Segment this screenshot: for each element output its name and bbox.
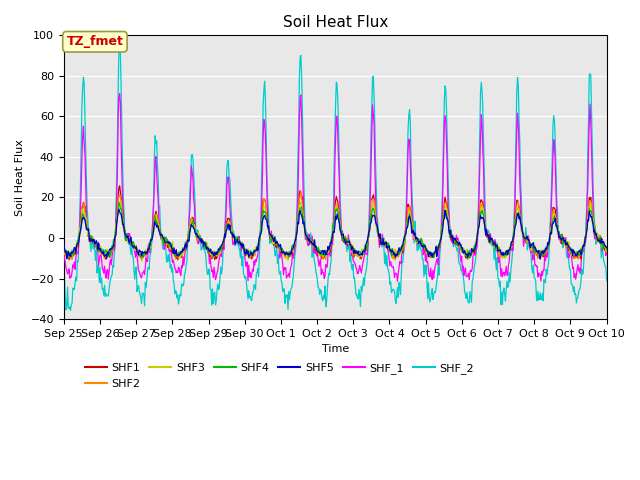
SHF5 bbox=[418, 243, 426, 249]
SHF3 bbox=[60, 252, 68, 257]
SHF_2 bbox=[67, 308, 74, 313]
SHF2 bbox=[419, 242, 426, 248]
Line: SHF3: SHF3 bbox=[64, 201, 607, 260]
SHF2 bbox=[125, 240, 133, 246]
SHF5 bbox=[210, 252, 218, 258]
SHF_2 bbox=[60, 280, 68, 286]
SHF4 bbox=[182, 240, 189, 245]
SHF2 bbox=[210, 253, 218, 259]
SHF1 bbox=[182, 240, 190, 246]
SHF_1 bbox=[182, 244, 189, 250]
SHF5 bbox=[115, 206, 123, 212]
SHF_2 bbox=[419, 256, 426, 262]
SHF_1 bbox=[126, 234, 134, 240]
SHF5 bbox=[402, 231, 410, 237]
SHF1 bbox=[60, 244, 68, 250]
SHF3 bbox=[419, 241, 426, 247]
SHF3 bbox=[209, 251, 217, 257]
SHF4 bbox=[418, 237, 426, 243]
SHF3 bbox=[403, 226, 410, 231]
SHF3 bbox=[180, 245, 188, 251]
SHF2 bbox=[70, 252, 77, 258]
Text: TZ_fmet: TZ_fmet bbox=[67, 35, 124, 48]
SHF_1 bbox=[70, 264, 77, 270]
Y-axis label: Soil Heat Flux: Soil Heat Flux bbox=[15, 139, 25, 216]
Line: SHF_1: SHF_1 bbox=[64, 94, 607, 281]
SHF_1 bbox=[210, 264, 218, 270]
SHF_2 bbox=[70, 287, 78, 292]
SHF_1 bbox=[116, 91, 124, 96]
SHF5 bbox=[70, 247, 77, 253]
Line: SHF1: SHF1 bbox=[64, 186, 607, 260]
SHF1 bbox=[211, 257, 219, 263]
SHF1 bbox=[403, 222, 410, 228]
SHF2 bbox=[297, 189, 305, 194]
SHF1 bbox=[70, 251, 77, 257]
SHF_1 bbox=[603, 250, 611, 256]
Line: SHF4: SHF4 bbox=[64, 203, 607, 258]
Line: SHF_2: SHF_2 bbox=[64, 44, 607, 311]
SHF_2 bbox=[127, 252, 135, 257]
SHF5 bbox=[60, 242, 68, 248]
Legend: SHF1, SHF2, SHF3, SHF4, SHF5, SHF_1, SHF_2: SHF1, SHF2, SHF3, SHF4, SHF5, SHF_1, SHF… bbox=[80, 359, 478, 393]
SHF5 bbox=[536, 256, 544, 262]
SHF1 bbox=[603, 244, 611, 250]
SHF4 bbox=[126, 237, 134, 243]
SHF_2 bbox=[403, 190, 410, 196]
SHF3 bbox=[284, 257, 291, 263]
SHF1 bbox=[126, 236, 134, 241]
SHF_2 bbox=[211, 289, 219, 295]
SHF4 bbox=[402, 229, 410, 235]
SHF4 bbox=[70, 253, 77, 259]
SHF2 bbox=[138, 258, 145, 264]
SHF4 bbox=[603, 247, 611, 252]
SHF3 bbox=[125, 235, 133, 241]
SHF1 bbox=[419, 240, 426, 246]
SHF5 bbox=[603, 244, 611, 250]
SHF4 bbox=[60, 244, 68, 250]
SHF_1 bbox=[419, 240, 426, 246]
SHF5 bbox=[182, 241, 189, 247]
SHF_2 bbox=[603, 278, 611, 284]
SHF3 bbox=[368, 198, 376, 204]
SHF4 bbox=[463, 255, 471, 261]
SHF_1 bbox=[60, 252, 68, 258]
SHF4 bbox=[115, 200, 123, 205]
SHF_2 bbox=[116, 41, 124, 47]
X-axis label: Time: Time bbox=[321, 344, 349, 354]
SHF2 bbox=[403, 220, 410, 226]
SHF3 bbox=[603, 248, 611, 254]
Title: Soil Heat Flux: Soil Heat Flux bbox=[282, 15, 388, 30]
SHF2 bbox=[182, 243, 189, 249]
SHF2 bbox=[603, 249, 611, 255]
SHF_1 bbox=[403, 204, 410, 210]
SHF1 bbox=[116, 183, 124, 189]
SHF3 bbox=[70, 250, 77, 255]
Line: SHF5: SHF5 bbox=[64, 209, 607, 259]
SHF5 bbox=[126, 236, 134, 241]
SHF1 bbox=[174, 257, 182, 263]
SHF_1 bbox=[394, 278, 401, 284]
SHF2 bbox=[60, 251, 68, 257]
SHF_2 bbox=[182, 262, 190, 268]
SHF4 bbox=[210, 251, 218, 256]
Line: SHF2: SHF2 bbox=[64, 192, 607, 261]
